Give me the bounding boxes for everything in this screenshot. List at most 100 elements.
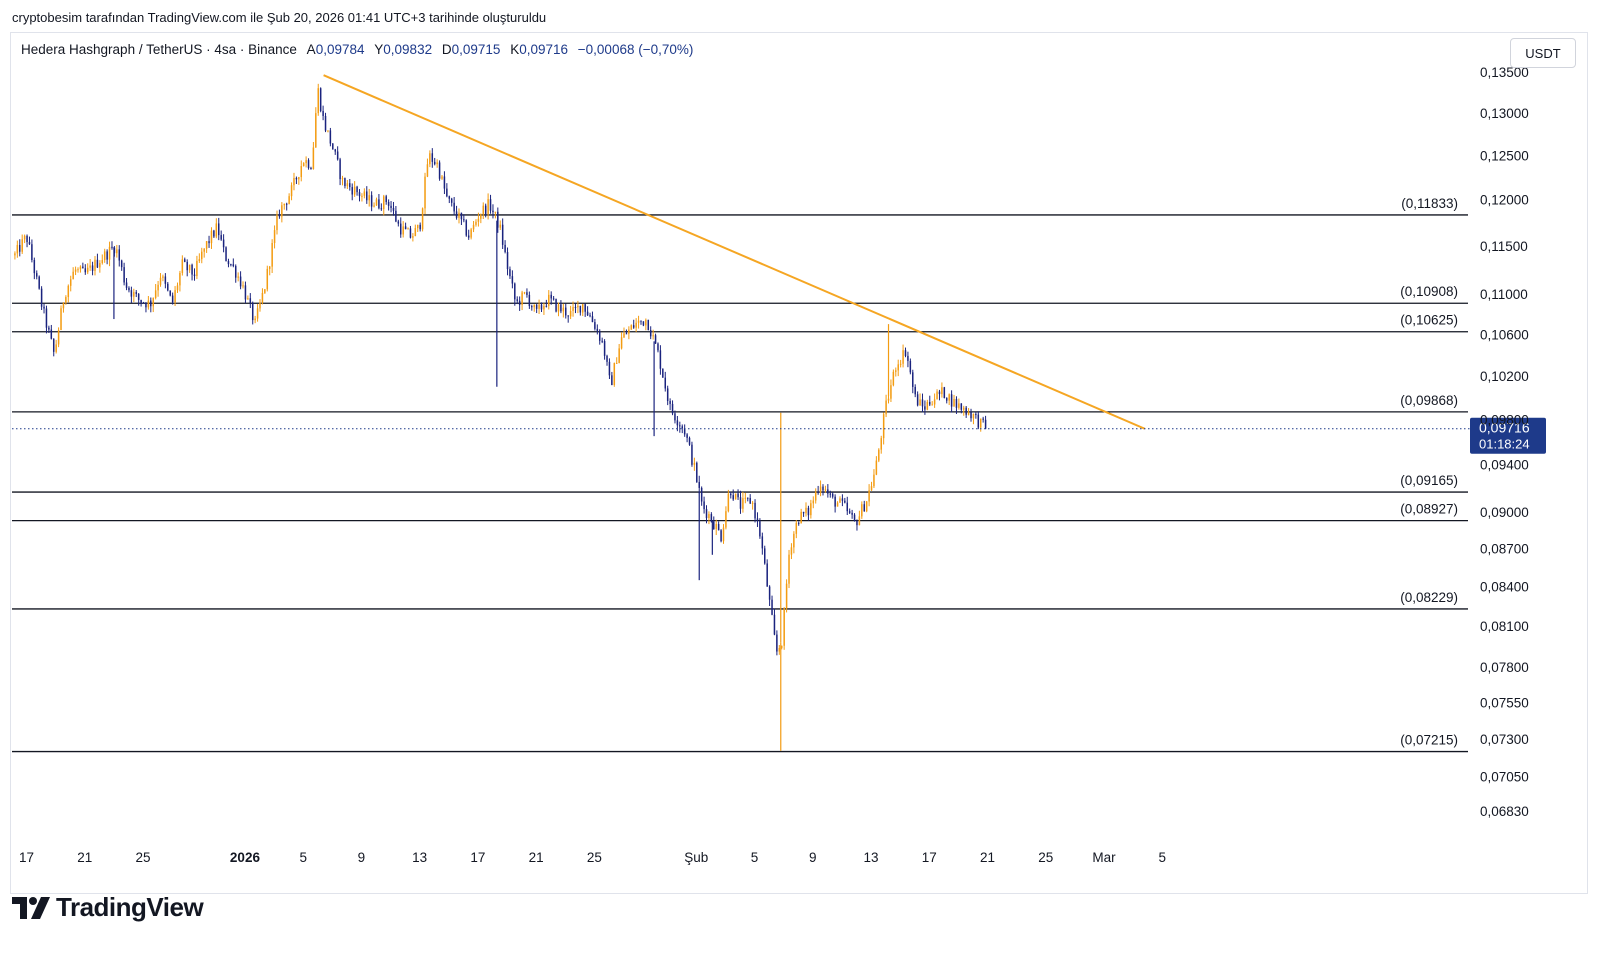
candle-body bbox=[514, 283, 516, 300]
candle-body bbox=[60, 308, 62, 330]
candle-body bbox=[805, 507, 807, 514]
symbol-name[interactable]: Hedera Hashgraph / TetherUS · 4sa · Bina… bbox=[21, 42, 297, 57]
candle-body bbox=[99, 263, 101, 268]
candle-body bbox=[681, 426, 683, 429]
candle-body bbox=[300, 166, 303, 178]
candle-body bbox=[443, 176, 446, 189]
candle-body bbox=[936, 391, 938, 400]
candle-body bbox=[742, 498, 744, 509]
candle-body bbox=[722, 527, 725, 542]
candle-body bbox=[268, 266, 271, 269]
candle-body bbox=[914, 386, 916, 395]
x-tick-label: 21 bbox=[980, 850, 995, 865]
candle-body bbox=[154, 290, 157, 298]
candle-body bbox=[797, 522, 800, 524]
candle-body bbox=[237, 276, 239, 278]
candle-body bbox=[882, 414, 885, 439]
candle-body bbox=[176, 285, 179, 291]
candle-body bbox=[897, 364, 899, 371]
y-tick-label: 0,12500 bbox=[1480, 148, 1529, 163]
x-tick-label: 13 bbox=[412, 850, 427, 865]
candle-body bbox=[378, 199, 380, 209]
candle-body bbox=[174, 290, 176, 303]
candle-body bbox=[776, 634, 778, 652]
candle-body bbox=[108, 246, 111, 260]
y-tick-label: 0,13500 bbox=[1480, 65, 1529, 80]
candle-body bbox=[732, 495, 734, 500]
candle-body bbox=[783, 608, 785, 646]
candle-body bbox=[688, 437, 691, 445]
tradingview-wordmark: TradingView bbox=[56, 892, 204, 922]
candle-body bbox=[315, 113, 317, 148]
candle-body bbox=[768, 586, 771, 600]
candle-body bbox=[259, 302, 261, 309]
candle-body bbox=[895, 370, 897, 372]
candle-body bbox=[448, 196, 451, 199]
candle-body bbox=[620, 337, 623, 349]
candle-body bbox=[603, 341, 606, 356]
candle-body bbox=[123, 267, 125, 283]
candle-body bbox=[38, 276, 40, 289]
candle-body bbox=[557, 304, 560, 312]
candle-body bbox=[26, 235, 28, 243]
candle-body bbox=[662, 368, 664, 378]
x-tick-label: 2026 bbox=[230, 850, 261, 865]
candle-body bbox=[125, 282, 128, 288]
level-label: (0,08229) bbox=[1400, 590, 1458, 605]
trend-line bbox=[323, 74, 1146, 430]
candle-body bbox=[615, 362, 618, 364]
candle-body bbox=[674, 413, 676, 421]
candle-body bbox=[955, 398, 958, 408]
x-tick-label: 9 bbox=[809, 850, 817, 865]
candle-body bbox=[831, 493, 834, 497]
candle-body bbox=[516, 299, 518, 301]
candle-body bbox=[853, 514, 856, 521]
candle-body bbox=[324, 115, 327, 131]
axis-layer: 0,13500 0,13000 0,12500 0,12000 0,11500 0,110… bbox=[19, 65, 1529, 865]
candle-body bbox=[594, 322, 596, 329]
x-tick-label: 17 bbox=[470, 850, 485, 865]
candle-body bbox=[285, 203, 288, 205]
candle-body bbox=[572, 306, 574, 311]
candle-body bbox=[33, 259, 36, 274]
candle-body bbox=[945, 397, 948, 401]
y-tick-label: 0,11500 bbox=[1480, 239, 1528, 254]
candle-body bbox=[941, 387, 943, 395]
candle-body bbox=[984, 419, 987, 429]
candle-body bbox=[458, 212, 460, 218]
candle-body bbox=[562, 307, 565, 312]
y-tick-label: 0,07550 bbox=[1480, 695, 1529, 710]
candle-body bbox=[926, 401, 929, 410]
candle-body bbox=[885, 400, 887, 415]
candle-body bbox=[421, 208, 424, 230]
candle-body bbox=[540, 304, 543, 310]
candle-body bbox=[137, 293, 140, 300]
candle-body bbox=[538, 304, 540, 309]
candle-body bbox=[399, 223, 402, 235]
candle-body bbox=[84, 268, 87, 273]
candle-body bbox=[785, 583, 788, 609]
candle-body bbox=[94, 259, 96, 271]
tradingview-logo[interactable]: TradingView bbox=[12, 892, 204, 923]
currency-button[interactable]: USDT bbox=[1510, 38, 1576, 68]
candle-body bbox=[336, 151, 339, 160]
candle-body bbox=[198, 259, 201, 261]
y-tick-label: 0,08100 bbox=[1480, 619, 1529, 634]
candle-body bbox=[256, 308, 259, 319]
candle-body bbox=[754, 502, 756, 519]
candle-body bbox=[407, 228, 409, 230]
candle-body bbox=[948, 394, 950, 401]
candle-body bbox=[628, 329, 630, 334]
candle-body bbox=[363, 191, 366, 196]
candle-body bbox=[416, 224, 419, 229]
candle-body bbox=[511, 276, 514, 284]
candle-body bbox=[373, 205, 375, 207]
candle-body bbox=[106, 251, 108, 260]
candle-body bbox=[759, 521, 761, 537]
y-tick-label: 0,09400 bbox=[1480, 458, 1529, 473]
candle-body bbox=[795, 522, 798, 534]
candle-body bbox=[480, 214, 482, 219]
candle-body bbox=[312, 147, 315, 170]
candle-body bbox=[230, 264, 232, 266]
